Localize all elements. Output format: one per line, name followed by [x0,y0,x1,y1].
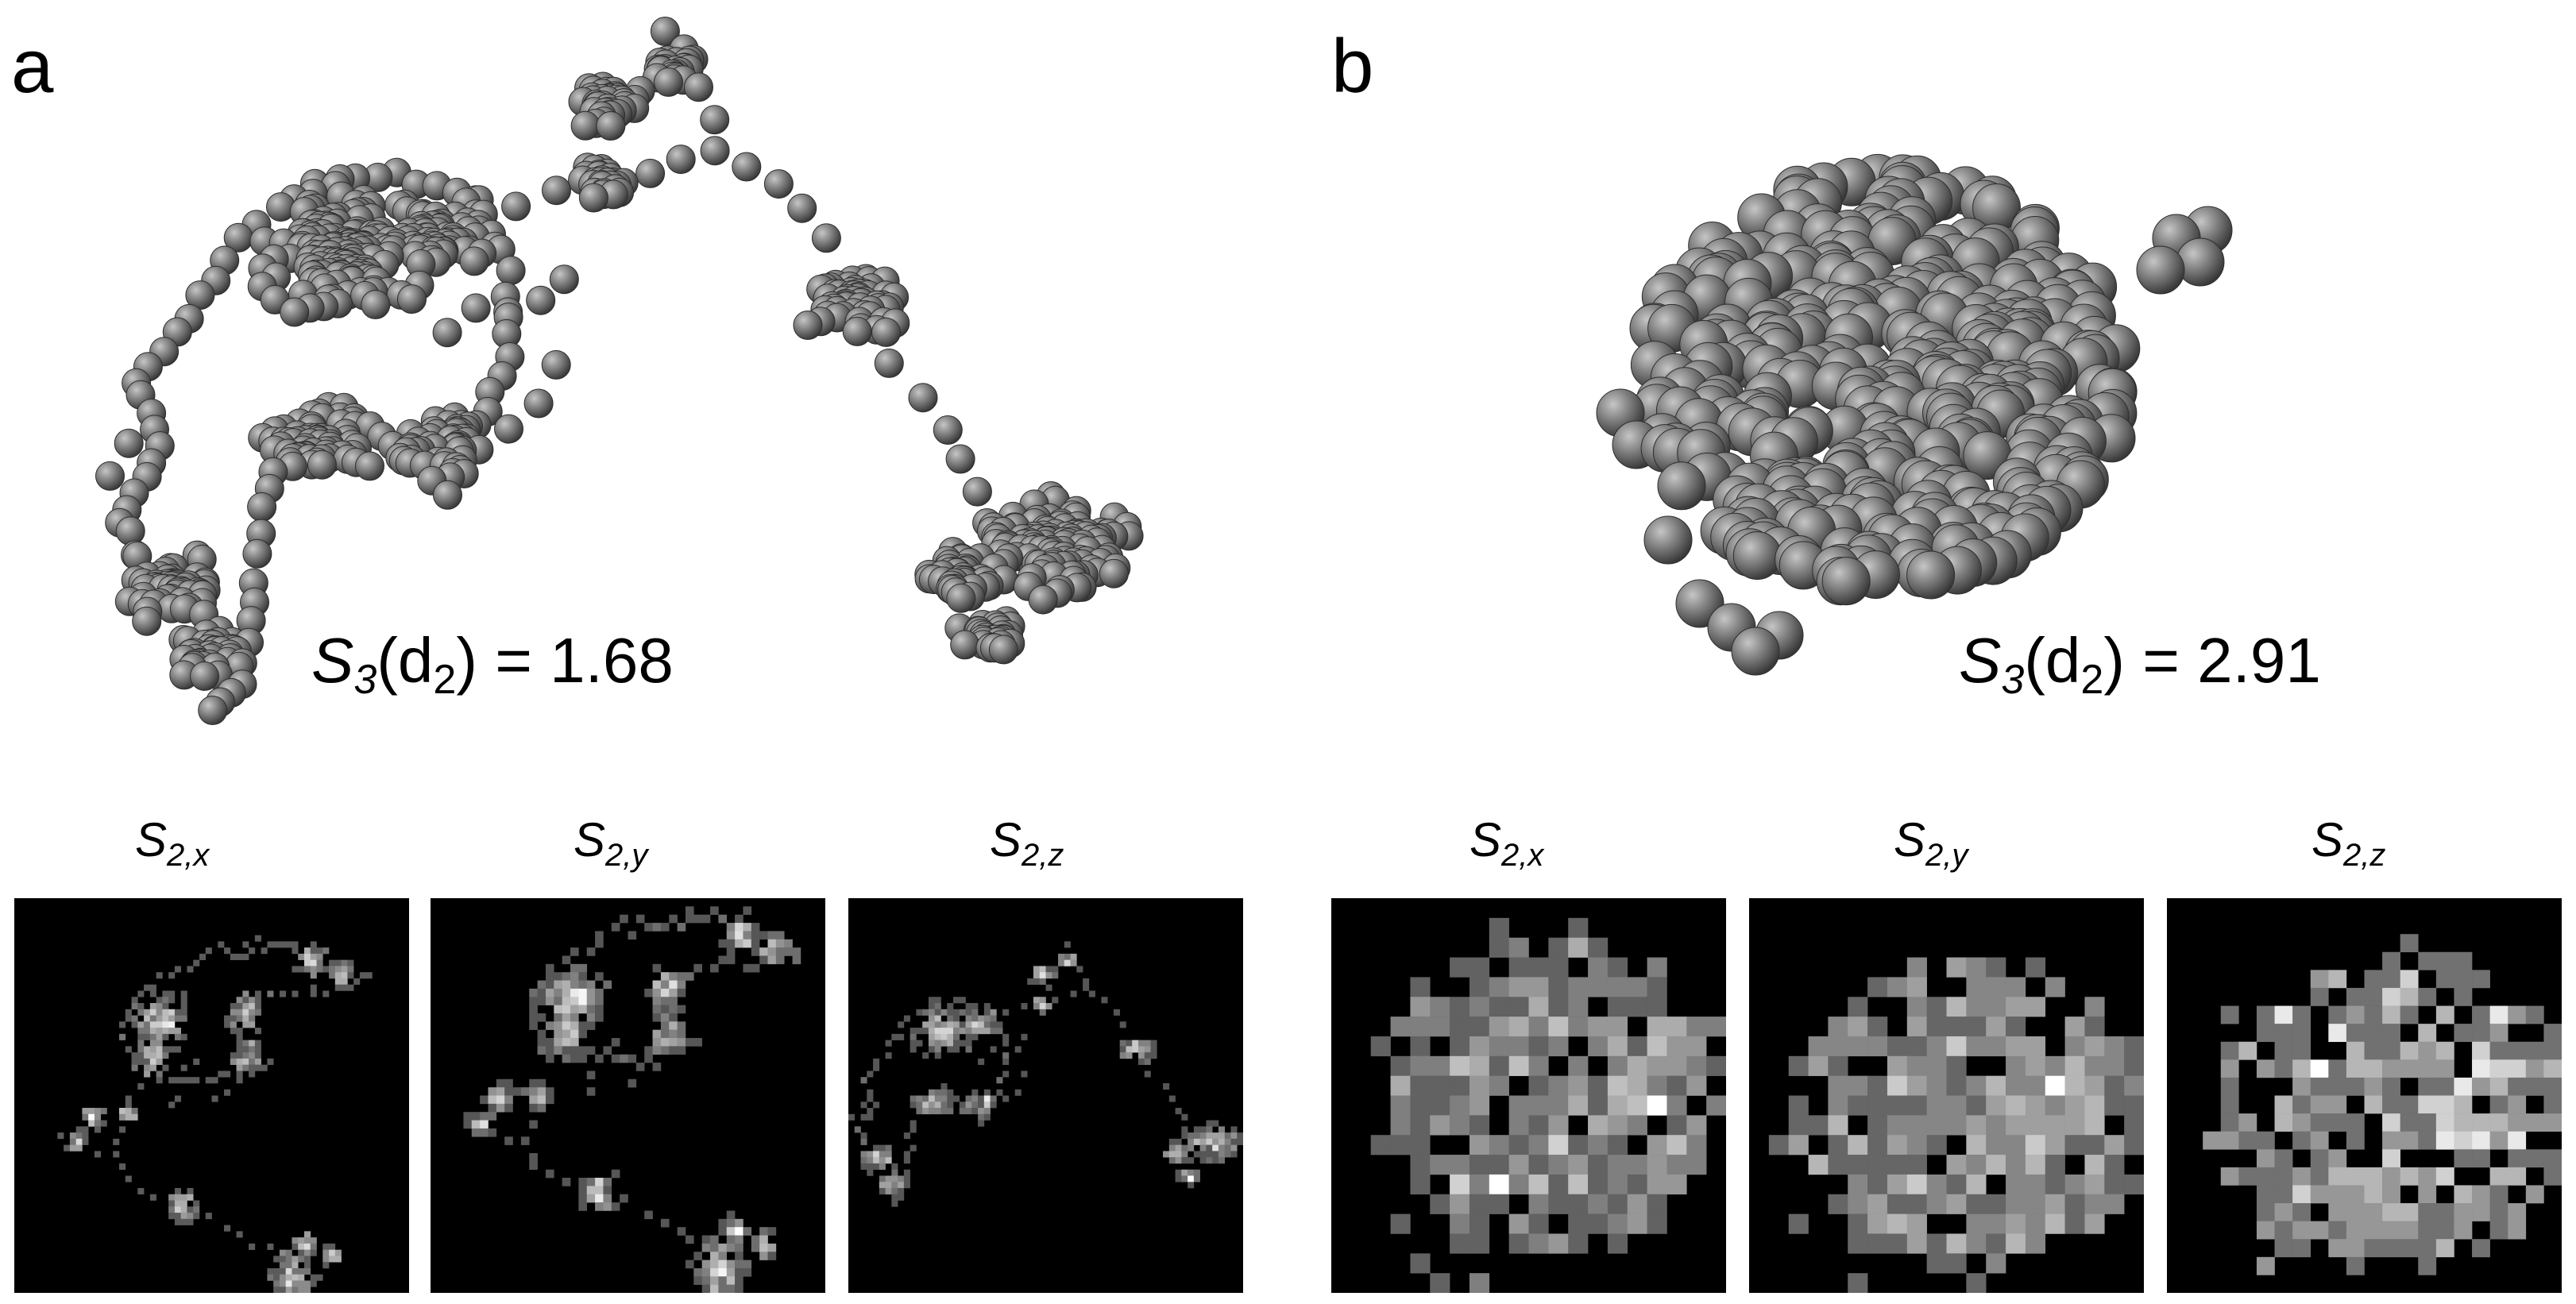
projection-a-y [431,898,825,1293]
projection-b-z [2167,898,2562,1293]
panel-letter-b: b [1331,24,1374,109]
compact-aggregate-b [1596,153,2233,676]
proj-label-b-y: S2,y [1894,813,1968,873]
proj-label-a-x: S2,x [135,813,210,873]
metric-b-value: = 2.91 [2142,625,2321,696]
projection-b-x [1331,898,1726,1293]
metric-b-arg-sub: 2 [2080,657,2104,703]
projection-b-y [1749,898,2144,1293]
proj-label-b-z: S2,z [2311,813,2386,873]
metric-b-symbol: S [1959,625,2002,696]
proj-label-a-y: S2,y [574,813,648,873]
projection-a-z [848,898,1243,1293]
metric-a: S3(d2) = 1.68 [311,625,674,703]
metric-a-arg-sub: 2 [433,657,457,703]
fractal-aggregate-a [95,17,1144,725]
panel-letter-a: a [11,24,54,109]
metric-a-arg: d [397,625,434,696]
metric-a-symbol-sub: 3 [353,657,377,703]
metric-a-value: = 1.68 [495,625,674,696]
metric-a-symbol: S [311,625,354,696]
projection-a-x [14,898,409,1293]
proj-label-b-x: S2,x [1470,813,1544,873]
proj-label-a-z: S2,z [990,813,1064,873]
metric-b-arg: d [2045,625,2081,696]
metric-b-symbol-sub: 3 [2001,657,2025,703]
metric-b: S3(d2) = 2.91 [1959,625,2321,703]
